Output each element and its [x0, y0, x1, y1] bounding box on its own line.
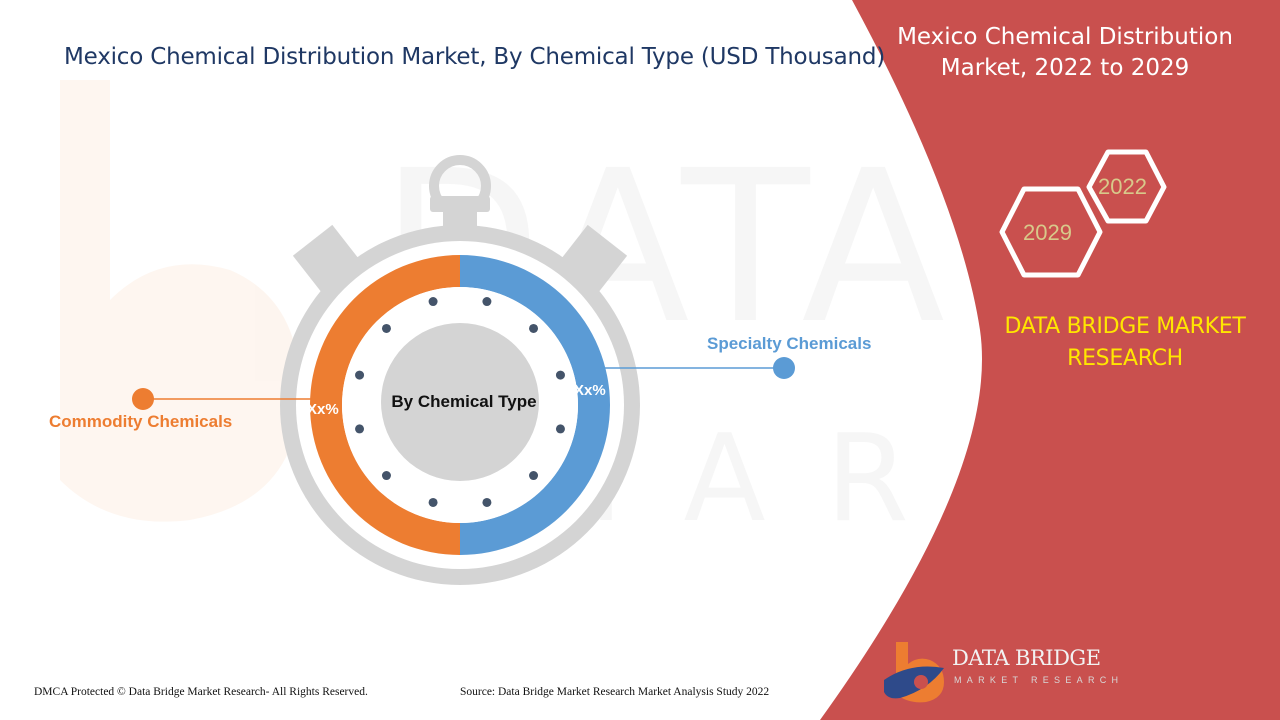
year-start-label: 2022 [1098, 174, 1147, 199]
tick-dot [428, 497, 438, 507]
logo-tagline: MARKET RESEARCH [954, 675, 1124, 685]
stopwatch-ticks [355, 297, 565, 507]
tick-dot [555, 370, 565, 380]
tick-dot [355, 370, 365, 380]
brand-name: DATA BRIDGE MARKET RESEARCH [1004, 314, 1246, 371]
legend-label-commodity: Commodity Chemicals [49, 412, 233, 431]
tick-dot [381, 471, 391, 481]
tick-dot [529, 323, 539, 333]
side-panel-background [820, 0, 1280, 720]
donut-chart [310, 255, 610, 555]
side-panel-title: Mexico Chemical Distribution Market, 202… [897, 24, 1233, 81]
logo-name: DATA BRIDGE [952, 646, 1101, 670]
footer-source: Source: Data Bridge Market Research Mark… [460, 686, 770, 698]
year-end-label: 2029 [1023, 220, 1072, 245]
donut-center-label: By Chemical Type [391, 392, 537, 411]
legend-label-specialty: Specialty Chemicals [707, 334, 872, 353]
tick-dot [482, 497, 492, 507]
donut-segment-commodity-chemicals [310, 255, 460, 555]
tick-dot [555, 424, 565, 434]
tick-dot [355, 424, 365, 434]
data-bridge-logo-icon [884, 642, 944, 703]
tick-dot [428, 297, 438, 307]
specialty-marker [773, 357, 795, 379]
chart-title: Mexico Chemical Distribution Market, By … [64, 44, 886, 70]
donut-segment-specialty-chemicals [460, 255, 610, 555]
data-label-commodity: Xx% [307, 401, 339, 418]
footer-copyright: DMCA Protected © Data Bridge Market Rese… [34, 686, 368, 698]
tick-dot [381, 323, 391, 333]
data-label-specialty: Xx% [574, 382, 606, 399]
commodity-marker [132, 388, 154, 410]
hexagon-icon-2029 [999, 186, 1103, 278]
hexagon-icon-2022 [1086, 149, 1167, 224]
tick-dot [529, 471, 539, 481]
center-circle [381, 323, 539, 481]
tick-dot [482, 297, 492, 307]
